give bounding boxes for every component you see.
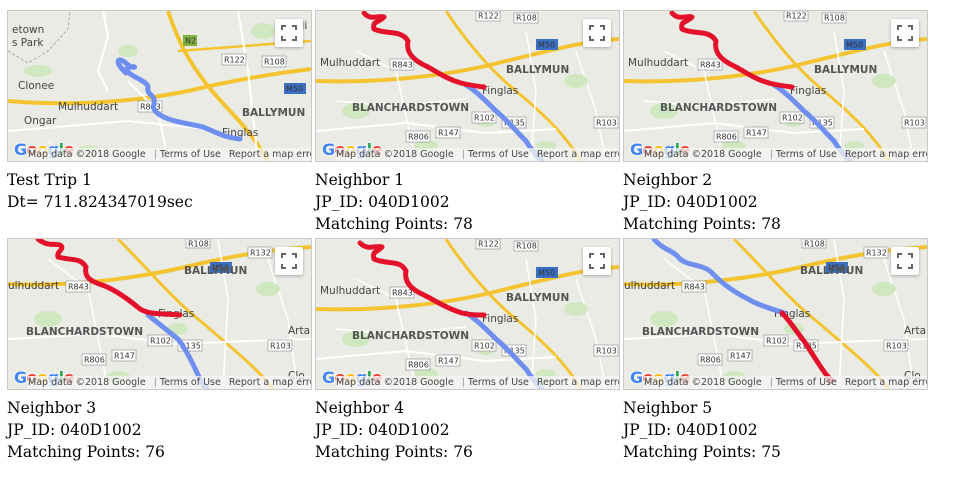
panel-title: Neighbor 5 — [623, 399, 713, 417]
fullscreen-icon — [897, 25, 913, 41]
test-route-line — [651, 239, 787, 316]
map-canvas[interactable] — [624, 11, 927, 161]
panel-jp-id: JP_ID: 040D1002 — [623, 421, 758, 439]
map-canvas[interactable] — [316, 11, 619, 161]
neighbor-route-line — [357, 240, 487, 318]
test-route-line — [115, 57, 243, 142]
neighbor-route-line — [35, 239, 183, 318]
panel-matching-points: Matching Points: 75 — [623, 443, 781, 461]
map-attribution: Map data ©2018 Google | Terms of Use Report… — [336, 148, 619, 161]
terms-of-use-link[interactable]: Terms of Use — [159, 377, 221, 388]
map-attribution: Map data ©2018 Google | Terms of Use Report… — [644, 148, 927, 161]
terms-of-use-link[interactable]: Terms of Use — [775, 377, 837, 388]
map-canvas[interactable] — [8, 11, 311, 161]
fullscreen-button[interactable] — [891, 19, 919, 47]
terms-of-use-link[interactable]: Terms of Use — [467, 377, 529, 388]
panel-jp-id: JP_ID: 040D1002 — [623, 193, 758, 211]
map-data-text: Map data ©2018 Google — [28, 377, 146, 388]
map-neighbor-5[interactable]: Google Map data ©2018 Google|Terms of Us… — [623, 238, 928, 390]
terms-of-use-link[interactable]: Terms of Use — [159, 149, 221, 160]
panel-neighbor-1: Google Map data ©2018 Google|Terms of Us… — [315, 10, 620, 235]
map-data-text: Map data ©2018 Google — [336, 149, 454, 160]
map-neighbor-4[interactable]: Google Map data ©2018 Google|Terms of Us… — [315, 238, 620, 390]
map-data-text: Map data ©2018 Google — [644, 149, 762, 160]
fullscreen-button[interactable] — [583, 19, 611, 47]
map-attribution: Map data ©2018 Google | Terms of Use Report… — [644, 376, 927, 389]
panel-title: Neighbor 3 — [7, 399, 97, 417]
fullscreen-button[interactable] — [275, 19, 303, 47]
fullscreen-icon — [589, 25, 605, 41]
report-map-error-link[interactable]: Report a map error — [536, 149, 619, 160]
panel-title: Neighbor 2 — [623, 171, 713, 189]
report-map-error-link[interactable]: Report a map error — [228, 377, 311, 388]
report-map-error-link[interactable]: Report a map error — [844, 377, 927, 388]
panel-matching-points: Matching Points: 78 — [623, 215, 781, 233]
map-data-text: Map data ©2018 Google — [644, 377, 762, 388]
fullscreen-button[interactable] — [275, 247, 303, 275]
map-neighbor-3[interactable]: Google Map data ©2018 Google|Terms of Us… — [7, 238, 312, 390]
neighbor-route-line — [779, 310, 831, 380]
panel-title: Neighbor 4 — [315, 399, 405, 417]
map-canvas[interactable] — [316, 239, 619, 389]
map-attribution: Map data ©2018 Google | Terms of Use Report… — [336, 376, 619, 389]
map-neighbor-2[interactable]: Google Map data ©2018 Google|Terms of Us… — [623, 10, 928, 162]
panel-neighbor-4: Google Map data ©2018 Google|Terms of Us… — [315, 238, 620, 463]
map-attribution: Map data ©2018 Google | Terms of Use Report… — [28, 376, 311, 389]
panel-title: Neighbor 1 — [315, 171, 405, 189]
fullscreen-icon — [897, 253, 913, 269]
panel-test-trip-1: Google Map data ©2018 Google|Terms of Us… — [7, 10, 312, 213]
panel-matching-points: Matching Points: 78 — [315, 215, 473, 233]
report-map-error-link[interactable]: Report a map error — [536, 377, 619, 388]
map-attribution: Map data ©2018 Google | Terms of Use Report… — [28, 148, 311, 161]
map-data-text: Map data ©2018 Google — [28, 149, 146, 160]
neighbor-route-line — [361, 11, 487, 90]
panel-matching-points: Matching Points: 76 — [7, 443, 165, 461]
fullscreen-button[interactable] — [891, 247, 919, 275]
terms-of-use-link[interactable]: Terms of Use — [467, 149, 529, 160]
terms-of-use-link[interactable]: Terms of Use — [775, 149, 837, 160]
map-canvas[interactable] — [8, 239, 311, 389]
fullscreen-icon — [281, 253, 297, 269]
panel-neighbor-3: Google Map data ©2018 Google|Terms of Us… — [7, 238, 312, 463]
panel-matching-points: Matching Points: 76 — [315, 443, 473, 461]
panel-neighbor-2: Google Map data ©2018 Google|Terms of Us… — [623, 10, 928, 235]
panel-neighbor-5: Google Map data ©2018 Google|Terms of Us… — [623, 238, 928, 463]
panel-jp-id: JP_ID: 040D1002 — [315, 193, 450, 211]
map-canvas[interactable] — [624, 239, 927, 389]
map-test-trip-1[interactable]: Google Map data ©2018 Google|Terms of Us… — [7, 10, 312, 162]
report-map-error-link[interactable]: Report a map error — [228, 149, 311, 160]
map-data-text: Map data ©2018 Google — [336, 377, 454, 388]
neighbor-route-line — [669, 11, 795, 90]
report-map-error-link[interactable]: Report a map error — [844, 149, 927, 160]
fullscreen-icon — [589, 253, 605, 269]
fullscreen-button[interactable] — [583, 247, 611, 275]
panel-title: Test Trip 1 — [7, 171, 92, 189]
map-neighbor-1[interactable]: Google Map data ©2018 Google|Terms of Us… — [315, 10, 620, 162]
panel-jp-id: JP_ID: 040D1002 — [315, 421, 450, 439]
fullscreen-icon — [281, 25, 297, 41]
panel-detail: Dt= 711.824347019sec — [7, 193, 193, 211]
panel-jp-id: JP_ID: 040D1002 — [7, 421, 142, 439]
